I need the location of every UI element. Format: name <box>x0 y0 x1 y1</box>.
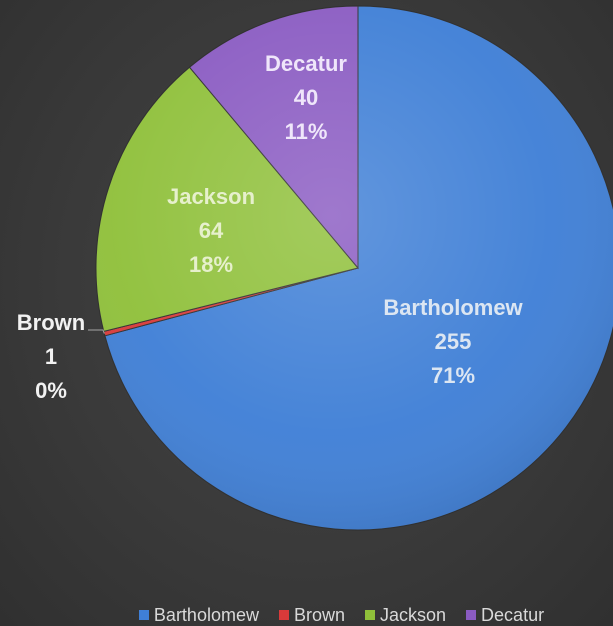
legend-label-bartholomew: Bartholomew <box>153 604 259 625</box>
data-label-brown: Brown 1 0% <box>17 310 85 403</box>
pie-data-labels: Bartholomew 255 71% Brown 1 0% Jackson 64 18% Dec… <box>17 51 524 403</box>
legend-swatch-jackson <box>365 610 375 620</box>
data-label-bartholomew: Bartholomew 255 71% <box>383 295 523 388</box>
data-label-jackson: Jackson 64 18% <box>167 184 255 277</box>
chart-legend: Bartholomew Brown Jackson Decatur <box>0 604 613 626</box>
data-label-decatur-value: 40 <box>294 85 318 110</box>
data-label-bartholomew-percent: 71% <box>431 363 475 388</box>
data-label-jackson-percent: 18% <box>189 252 233 277</box>
legend-swatch-decatur <box>466 610 477 620</box>
legend-swatch-bartholomew <box>138 610 149 620</box>
legend-item-bartholomew[interactable]: Bartholomew <box>138 604 259 626</box>
legend-item-jackson[interactable]: Jackson <box>365 605 446 626</box>
legend-swatch-brown <box>278 610 289 620</box>
pie-slices <box>95 5 613 531</box>
data-label-jackson-value: 64 <box>199 218 224 243</box>
data-label-brown-value: 1 <box>45 344 57 369</box>
legend-label-decatur: Decatur <box>481 604 545 625</box>
data-label-brown-category: Brown <box>17 310 85 335</box>
data-label-bartholomew-value: 255 <box>435 329 472 354</box>
legend-label-jackson: Jackson <box>380 604 447 625</box>
data-label-brown-percent: 0% <box>35 378 67 403</box>
data-label-jackson-category: Jackson <box>167 184 255 209</box>
data-label-bartholomew-category: Bartholomew <box>383 295 523 320</box>
legend-item-decatur[interactable]: Decatur <box>466 605 544 626</box>
legend-label-brown: Brown <box>293 604 345 625</box>
legend-item-brown[interactable]: Brown <box>278 604 345 626</box>
data-label-decatur-category: Decatur <box>265 51 347 76</box>
data-label-decatur-percent: 11% <box>285 119 328 144</box>
data-label-decatur: Decatur 40 11% <box>265 51 347 144</box>
leader-line-brown <box>88 329 105 334</box>
